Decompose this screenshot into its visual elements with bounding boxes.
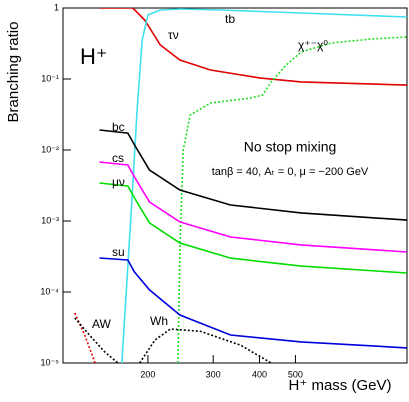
y-tick-label: 10⁻⁴ <box>40 286 59 296</box>
y-tick-label: 1 <box>54 2 59 12</box>
plot-frame <box>62 7 408 364</box>
annotation: No stop mixing <box>244 139 337 155</box>
y-tick-label: 10⁻² <box>41 144 59 154</box>
series-label: bc <box>112 120 125 134</box>
y-tick-label: 10⁻³ <box>41 215 59 225</box>
series-label: Wh <box>150 314 168 328</box>
y-tick-label: 10⁻⁵ <box>41 357 60 367</box>
series-label: τν <box>168 28 179 42</box>
series-label: su <box>112 245 125 259</box>
series-line <box>99 182 407 274</box>
x-tick-label: 400 <box>252 369 267 379</box>
series-label: tb <box>225 12 235 26</box>
x-tick-label: 500 <box>288 369 303 379</box>
series-line <box>99 8 407 86</box>
annotation: H⁺ <box>80 44 108 69</box>
series-line <box>177 36 407 363</box>
series-line <box>99 161 407 253</box>
series-line <box>121 8 407 363</box>
series-line <box>74 317 272 363</box>
annotation: tanβ = 40, Aₜ = 0, μ = −200 GeV <box>212 166 369 178</box>
series-line <box>74 312 96 363</box>
y-tick-label: 10⁻¹ <box>41 73 59 83</box>
series-line <box>99 129 407 221</box>
y-axis-title: Branching ratio <box>5 22 22 123</box>
x-tick-label: 200 <box>140 369 155 379</box>
series-label: AW <box>92 317 112 331</box>
x-tick-label: 300 <box>206 369 221 379</box>
series-label: cs <box>112 151 124 165</box>
series-line <box>99 257 407 349</box>
x-axis-title: H⁺ mass (GeV) <box>289 377 392 394</box>
series-label: χ⁺⁻χ⁰ <box>298 38 328 52</box>
series-label: μν <box>112 175 125 189</box>
